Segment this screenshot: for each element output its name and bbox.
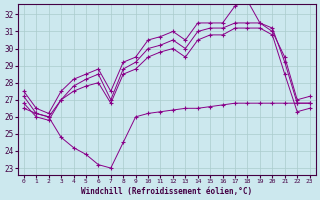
X-axis label: Windchill (Refroidissement éolien,°C): Windchill (Refroidissement éolien,°C) [81, 187, 252, 196]
